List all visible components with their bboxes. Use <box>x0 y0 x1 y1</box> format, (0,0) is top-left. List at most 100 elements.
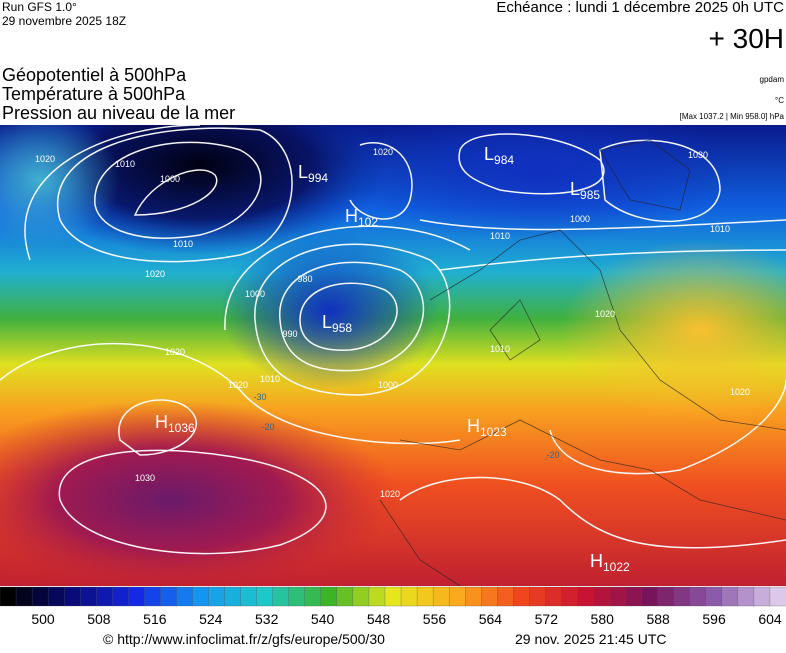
legend-unit: gpdam <box>760 75 785 84</box>
pressure-center: L984 <box>484 144 514 167</box>
colorbar-cell <box>256 586 274 607</box>
center-letter: H <box>155 412 168 432</box>
colorbar-cell <box>721 586 739 607</box>
isobar-label: 1010 <box>710 224 730 234</box>
colorbar-cell <box>160 586 178 607</box>
center-value: 1023 <box>480 425 507 439</box>
pressure-center: H1023 <box>467 416 507 439</box>
pressure-center: L985 <box>570 179 600 202</box>
legend-line: Pression au niveau de la mer <box>2 103 235 123</box>
legend-unit: °C <box>775 96 784 105</box>
colorbar-cell <box>192 586 210 607</box>
colorbar-cell <box>432 586 450 607</box>
isobar-label: 1020 <box>228 380 248 390</box>
colorbar-tick-label: 572 <box>535 611 559 627</box>
legend-line: Géopotentiel à 500hPa <box>2 65 187 85</box>
center-value: 985 <box>580 188 600 202</box>
legend-unit: [Max 1037.2 | Min 958.0] hPa <box>680 112 785 121</box>
colorbar-tick-label: 604 <box>758 611 782 627</box>
footer-time: 29 nov. 2025 21:45 UTC <box>515 631 667 647</box>
center-letter: H <box>467 416 480 436</box>
center-value: 1036 <box>168 421 195 435</box>
colorbar-cell <box>272 586 290 607</box>
isobar-label: 1010 <box>115 159 135 169</box>
center-value: 1022 <box>603 560 630 574</box>
colorbar-cell <box>737 586 755 607</box>
colorbar-tick-label: 524 <box>199 611 223 627</box>
isobar-label: 1000 <box>570 214 590 224</box>
colorbar-cell <box>769 586 786 607</box>
colorbar-tick-label: 532 <box>255 611 279 627</box>
colorbar-cell <box>513 586 530 607</box>
center-letter: H <box>345 206 358 226</box>
colorbar-cell <box>545 586 563 607</box>
isobar-label: 1010 <box>260 374 280 384</box>
colorbar-tick-label: 500 <box>31 611 55 627</box>
colorbar-tick-label: 588 <box>646 611 670 627</box>
colorbar-cell <box>240 586 258 607</box>
colorbar-cell <box>448 586 466 607</box>
colorbar-cell <box>529 586 547 607</box>
colorbar-cell <box>593 586 611 607</box>
center-value: 994 <box>308 171 328 185</box>
pressure-center: H102 <box>345 206 378 229</box>
colorbar-cell <box>47 586 65 607</box>
colorbar-cell <box>625 586 643 607</box>
center-value: 958 <box>332 321 352 335</box>
colorbar-tick-label: 540 <box>311 611 335 627</box>
colorbar-cell <box>416 586 434 607</box>
colorbar-cell <box>352 586 370 607</box>
echeance: Echéance : lundi 1 décembre 2025 0h UTC <box>496 0 784 16</box>
colorbar-cell <box>320 586 338 607</box>
isobar-label: 1020 <box>730 387 750 397</box>
isotherm-label: -20 <box>261 422 274 432</box>
isobar-label: 1000 <box>245 289 265 299</box>
center-letter: L <box>322 312 332 332</box>
colorbar-cell <box>31 586 49 607</box>
isobar-label: 1030 <box>135 473 155 483</box>
colorbar-cell <box>304 586 322 607</box>
colorbar-cell <box>400 586 418 607</box>
colorbar-cell <box>288 586 306 607</box>
colorbar-cell <box>705 586 723 607</box>
colorbar-cell <box>128 586 146 607</box>
isobar-label: 1020 <box>145 269 165 279</box>
colorbar-cell <box>144 586 162 607</box>
map-field <box>0 125 786 586</box>
pressure-center: L958 <box>322 312 352 335</box>
isobar-label: 1010 <box>490 344 510 354</box>
colorbar-cell <box>112 586 129 607</box>
colorbar-tick-label: 596 <box>702 611 726 627</box>
isobar-label: 990 <box>282 329 297 339</box>
colorbar-cell <box>561 586 579 607</box>
colorbar-tick-label: 556 <box>423 611 447 627</box>
isobar-label: 1010 <box>173 239 193 249</box>
center-letter: L <box>298 162 308 182</box>
isotherm-label: -20 <box>546 450 559 460</box>
colorbar-tick-label: 564 <box>479 611 503 627</box>
center-value: 984 <box>494 153 514 167</box>
colorbar-cell <box>689 586 707 607</box>
isobar-label: 1000 <box>160 174 180 184</box>
colorbar-cell <box>208 586 226 607</box>
run-label: Run GFS 1.0° <box>2 0 77 14</box>
colorbar-cell <box>96 586 113 607</box>
colorbar-cell <box>176 586 194 607</box>
isobar-label: 1020 <box>380 489 400 499</box>
colorbar-cell <box>481 586 498 607</box>
isobar-label: 1020 <box>35 154 55 164</box>
pressure-center: H1036 <box>155 412 195 435</box>
colorbar-cell <box>577 586 595 607</box>
run-date: 29 novembre 2025 18Z <box>2 14 126 28</box>
colorbar-cell <box>224 586 242 607</box>
isobar-label: 1020 <box>165 347 185 357</box>
colorbar-cell <box>641 586 659 607</box>
colorbar-cell <box>64 586 81 607</box>
colorbar-cell <box>497 586 514 607</box>
colorbar-cell <box>384 586 402 607</box>
colorbar-cell <box>0 586 17 607</box>
center-letter: H <box>590 551 603 571</box>
isobar-label: 1010 <box>490 231 510 241</box>
colorbar-cell <box>80 586 97 607</box>
